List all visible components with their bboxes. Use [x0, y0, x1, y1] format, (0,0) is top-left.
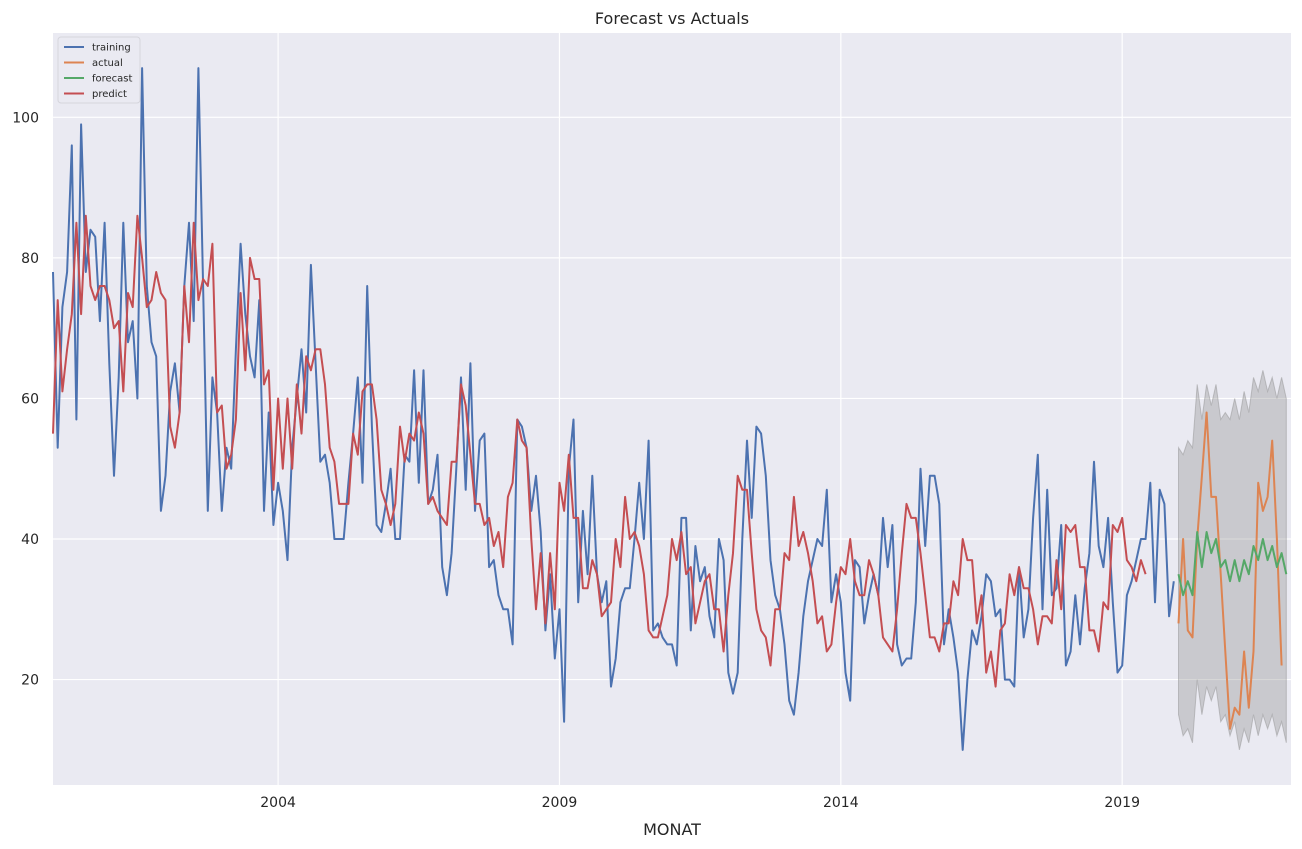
chart-title: Forecast vs Actuals — [595, 9, 749, 28]
series-line-predict — [52, 214, 1147, 688]
y-tick-label: 80 — [21, 251, 39, 267]
legend-label-actual: actual — [92, 58, 123, 69]
legend-label-predict: predict — [92, 89, 127, 100]
y-tick-label: 20 — [21, 673, 39, 689]
x-tick-label: 2009 — [542, 795, 578, 811]
y-tick-label: 100 — [12, 110, 39, 126]
legend-label-forecast: forecast — [92, 74, 133, 85]
legend-label-training: training — [92, 43, 131, 54]
y-axis-ticks: 20 40 60 80 100 — [12, 110, 39, 688]
x-tick-label: 2019 — [1104, 795, 1140, 811]
x-axis-title: MONAT — [643, 820, 701, 839]
legend: training actual forecast predict — [57, 36, 141, 104]
y-tick-label: 60 — [21, 391, 39, 407]
x-tick-label: 2004 — [260, 795, 296, 811]
x-axis-ticks: 2004 2009 2014 2019 — [260, 795, 1140, 811]
x-tick-label: 2014 — [823, 795, 859, 811]
y-tick-label: 40 — [21, 532, 39, 548]
legend-box — [57, 36, 141, 104]
series-line-training — [52, 67, 1175, 751]
series-line-actual — [1177, 411, 1283, 730]
plot-area — [53, 33, 1291, 785]
series-lines — [52, 67, 1288, 751]
confidence-band — [1178, 370, 1287, 751]
confidence-band-area — [1178, 370, 1287, 751]
series-line-forecast — [1177, 531, 1288, 597]
